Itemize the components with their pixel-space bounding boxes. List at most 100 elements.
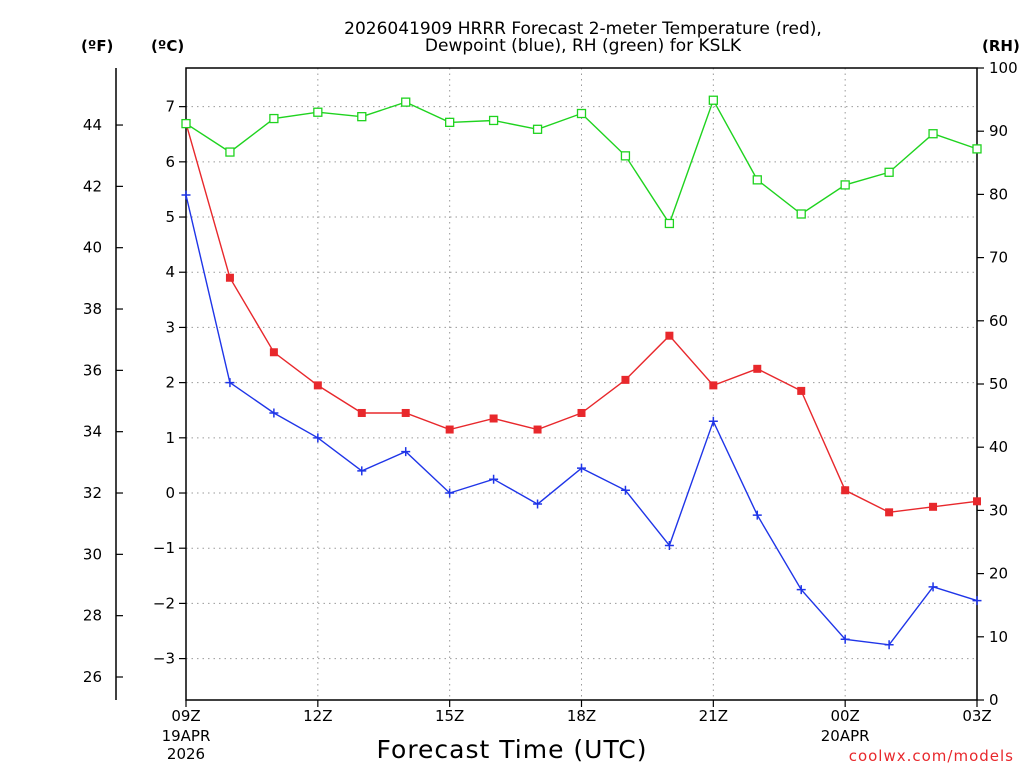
celsius-unit-label: (ºC) [151,37,184,55]
x-tick-label: 21Z [699,707,728,725]
temperature-point [885,508,894,517]
rh-tick-label: 90 [989,122,1008,140]
temperature-point [401,408,410,417]
fahrenheit-tick-label: 28 [83,607,102,625]
rh-point [620,151,631,161]
dewpoint-point [533,499,543,509]
rh-tick-label: 40 [989,438,1008,456]
rh-point [357,112,367,122]
temperature-point [929,502,938,511]
rh-point [181,118,191,129]
title-line-2: Dewpoint (blue), RH (green) for KSLK [425,36,742,56]
rh-tick-label: 50 [989,375,1008,393]
temperature-point [533,425,542,434]
dewpoint-point [357,466,367,476]
celsius-tick-label: 1 [165,429,175,447]
x-date-label: 2026 [167,745,205,763]
fahrenheit-tick-label: 32 [83,484,102,502]
rh-tick-label: 100 [989,59,1018,77]
rh-tick-label: 0 [989,691,999,709]
rh-series [181,95,982,229]
dewpoint-point [269,408,279,418]
celsius-tick-label: 0 [165,484,175,502]
fahrenheit-tick-label: 26 [83,668,102,686]
rh-point [752,175,762,185]
celsius-tick-label: 5 [165,208,175,226]
x-tick-label: 09Z [171,707,200,725]
celsius-tick-label: −2 [153,594,175,612]
rh-tick-label: 70 [989,249,1008,267]
series [181,95,982,650]
temperature-point [357,408,366,417]
x-tick-label: 12Z [303,707,332,725]
temperature-point [709,381,718,390]
rh-point [928,129,938,139]
fahrenheit-tick-label: 36 [83,361,102,379]
rh-point [313,107,323,117]
dewpoint-point [489,474,499,484]
rh-point [708,95,718,105]
fahrenheit-tick-label: 44 [83,116,102,134]
dewpoint-point [225,378,235,388]
dewpoint-point [577,463,586,473]
dewpoint-point [796,585,806,595]
temperature-point [489,414,498,423]
rh-tick-label: 10 [989,628,1008,646]
temperature-point [225,273,234,282]
rh-point [664,218,675,229]
grid [186,68,977,700]
celsius-tick-label: −1 [153,539,175,557]
dewpoint-point [313,433,323,443]
x-tick-label: 03Z [962,707,991,725]
rh-point [445,117,455,128]
rh-point [488,115,499,126]
dewpoint-point [664,540,674,550]
dewpoint-point [972,596,982,606]
rh-tick-label: 30 [989,501,1008,519]
rh-point [796,209,806,219]
chart-title: 2026041909 HRRR Forecast 2-meter Tempera… [344,19,822,56]
rh-unit-label: (RH) [982,37,1020,55]
dewpoint-line [185,194,978,646]
rh-tick-label: 60 [989,312,1008,330]
rh-point [225,147,235,157]
rh-point [840,180,850,190]
celsius-tick-label: 7 [165,98,175,116]
temperature-point [269,348,278,357]
credit-label: coolwx.com/models [849,747,1014,765]
celsius-tick-label: 6 [165,153,175,171]
rh-tick-label: 20 [989,565,1008,583]
rh-tick-label: 80 [989,185,1008,203]
fahrenheit-unit-label: (ºF) [81,37,113,55]
rh-point [972,144,982,154]
temperature-point [445,425,454,434]
rh-point [269,113,279,124]
x-date-label: 19APR [162,727,211,745]
rh-point [884,167,894,177]
temperature-point [621,375,630,384]
rh-point [532,124,543,134]
dewpoint-point [884,640,894,650]
fahrenheit-tick-label: 40 [83,239,102,257]
dewpoint-point [181,190,191,200]
dewpoint-point [928,582,938,592]
dewpoint-point [445,488,455,498]
celsius-tick-label: 4 [165,263,175,281]
fahrenheit-tick-label: 38 [83,300,102,318]
temperature-point [313,381,322,390]
celsius-tick-label: 3 [165,318,175,336]
rh-point [576,108,587,119]
dewpoint-series [181,190,982,650]
x-tick-label: 15Z [435,707,464,725]
dewpoint-point [620,485,630,495]
dewpoint-point [840,634,850,644]
x-tick-label: 18Z [567,707,596,725]
temperature-point [753,364,762,373]
rh-point [401,97,411,107]
celsius-tick-label: −3 [153,650,175,668]
temperature-point [973,497,981,506]
dewpoint-point [401,447,411,457]
fahrenheit-tick-label: 34 [83,423,102,441]
dewpoint-point [752,510,762,520]
